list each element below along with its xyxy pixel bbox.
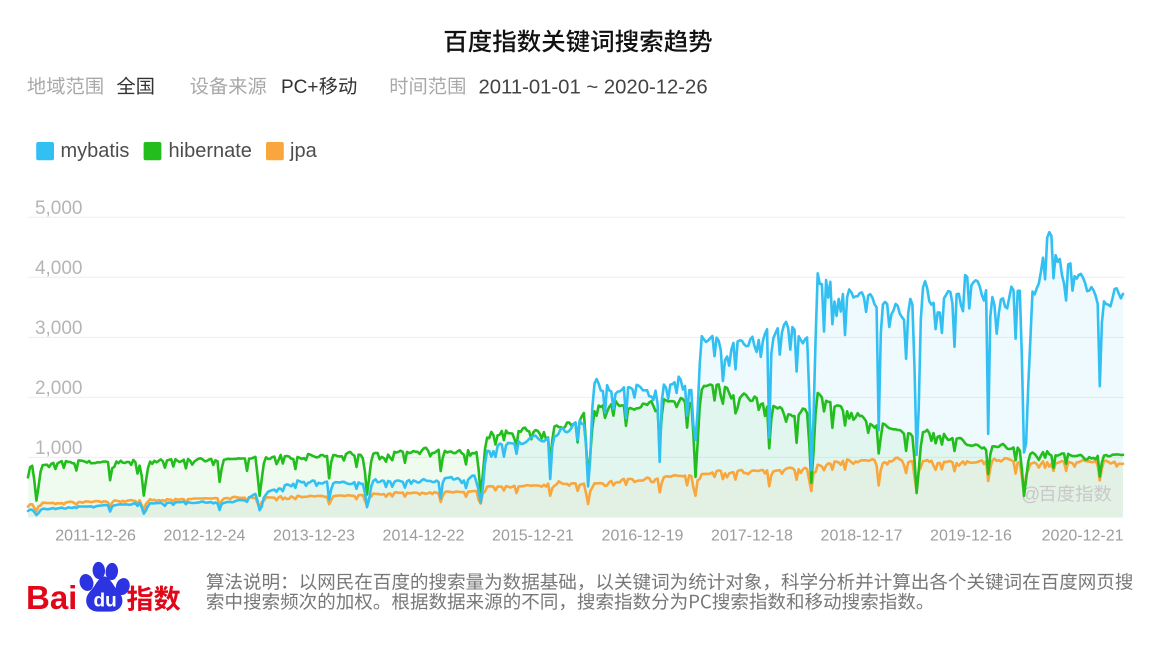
- svg-text:PC+: PC+: [281, 77, 319, 98]
- svg-text:1,000: 1,000: [35, 438, 83, 459]
- svg-text:2018-12-17: 2018-12-17: [821, 528, 903, 545]
- svg-text:du: du: [94, 591, 117, 612]
- svg-text:2012-12-24: 2012-12-24: [164, 528, 246, 545]
- svg-text:2,000: 2,000: [35, 378, 83, 399]
- svg-text:2011-12-26: 2011-12-26: [55, 528, 136, 545]
- svg-text:Bai: Bai: [26, 579, 77, 616]
- svg-text:mybatis: mybatis: [61, 140, 130, 162]
- svg-text:2020-12-21: 2020-12-21: [1042, 528, 1124, 545]
- svg-text:2019-12-16: 2019-12-16: [930, 528, 1012, 545]
- svg-text:2017-12-18: 2017-12-18: [711, 528, 793, 545]
- svg-text:4,000: 4,000: [35, 258, 83, 279]
- svg-text:2013-12-23: 2013-12-23: [273, 528, 355, 545]
- svg-text:jpa: jpa: [289, 140, 318, 162]
- svg-text:5,000: 5,000: [35, 198, 83, 219]
- svg-text:2016-12-19: 2016-12-19: [602, 528, 684, 545]
- svg-text:2011-01-01 ~ 2020-12-26: 2011-01-01 ~ 2020-12-26: [479, 76, 708, 98]
- svg-text:2015-12-21: 2015-12-21: [492, 528, 574, 545]
- svg-text:hibernate: hibernate: [169, 140, 252, 162]
- svg-text:2014-12-22: 2014-12-22: [383, 528, 465, 545]
- svg-text:3,000: 3,000: [35, 318, 83, 339]
